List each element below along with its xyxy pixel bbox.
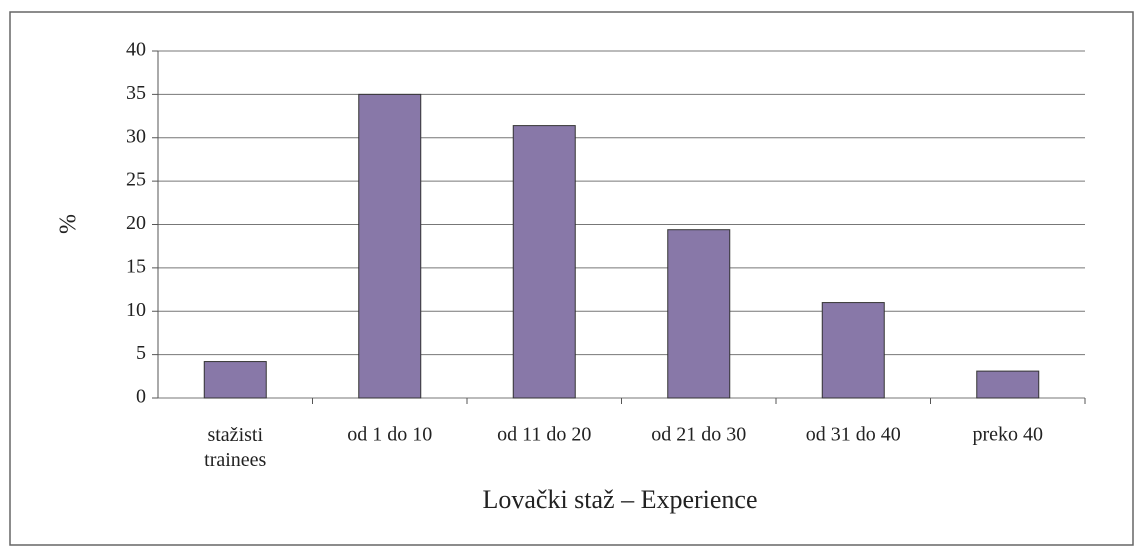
x-tick-label: preko 40 <box>972 424 1043 446</box>
y-tick-label: 25 <box>126 169 146 191</box>
bar <box>667 229 731 399</box>
x-tick-label: od 31 do 40 <box>806 424 901 446</box>
y-tick-label: 15 <box>126 255 146 277</box>
y-axis-label: % <box>56 214 82 234</box>
y-tick-label: 35 <box>126 82 146 104</box>
y-tick-label: 10 <box>126 299 146 321</box>
x-axis-label: Lovački staž – Experience <box>482 485 757 514</box>
bar <box>358 93 422 399</box>
bar <box>512 125 576 399</box>
y-tick-label: 30 <box>126 125 146 147</box>
x-tick-label: od 1 do 10 <box>347 424 432 446</box>
bar <box>821 302 885 399</box>
x-tick-label: stažisti trainees <box>204 424 266 471</box>
y-tick-label: 5 <box>136 342 146 364</box>
y-tick-label: 40 <box>126 39 146 61</box>
y-tick-label: 20 <box>126 212 146 234</box>
x-tick-label: od 21 do 30 <box>651 424 746 446</box>
bar <box>203 361 267 399</box>
x-tick-label: od 11 do 20 <box>497 424 591 446</box>
y-tick-label: 0 <box>136 386 146 408</box>
bar <box>976 370 1040 399</box>
